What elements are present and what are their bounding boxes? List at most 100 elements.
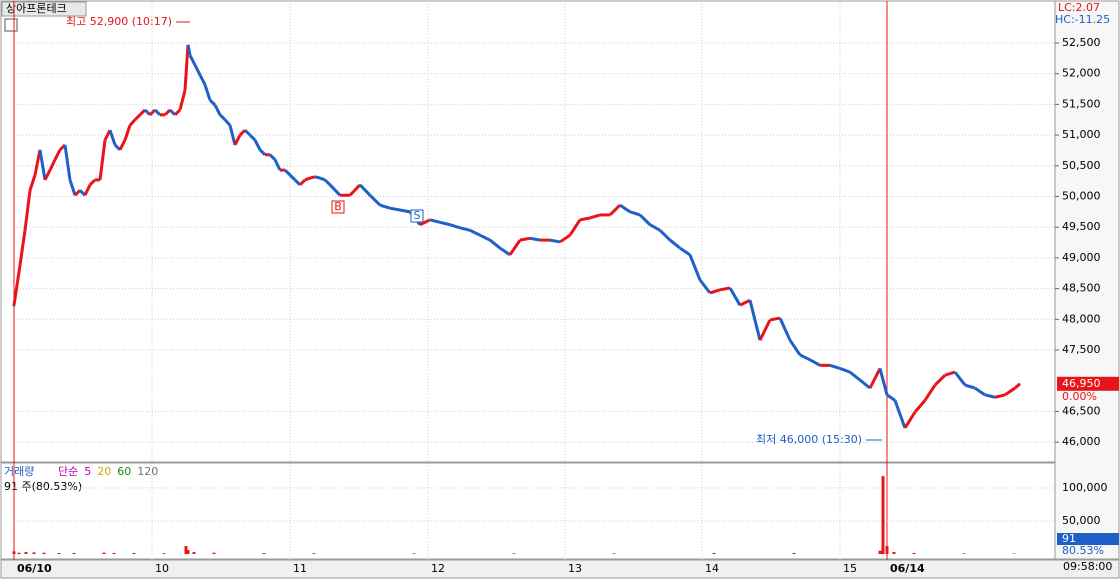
price-segment — [508, 239, 522, 256]
volume-bar — [32, 552, 36, 554]
price-segment — [138, 108, 147, 116]
price-segment — [48, 159, 57, 171]
price-segment — [933, 374, 947, 387]
price-segment — [188, 54, 197, 66]
y-tick-label: 51,500 — [1062, 97, 1101, 110]
price-segment — [268, 153, 277, 161]
price-segment — [186, 44, 192, 56]
price-segment — [589, 213, 601, 220]
x-tick-label: 06/14 — [890, 562, 925, 575]
price-segment — [669, 238, 681, 250]
x-axis — [0, 559, 1120, 579]
price-segment — [153, 108, 162, 116]
x-tick-label: 11 — [293, 562, 307, 575]
signal-label: B — [334, 200, 342, 213]
price-segment — [839, 367, 851, 374]
price-segment — [33, 149, 42, 176]
price-segment — [489, 238, 501, 250]
menu-icon[interactable] — [4, 18, 18, 32]
volume-bar — [132, 553, 136, 554]
price-segment — [499, 246, 511, 257]
price-segment — [1014, 382, 1021, 390]
annotation: 최저 46,000 (15:30) — [756, 433, 862, 446]
price-segment — [964, 383, 976, 390]
y-tick-label: 100,000 — [1062, 481, 1108, 494]
price-segment — [549, 238, 561, 244]
price-segment — [429, 218, 441, 224]
last-price-box — [1057, 376, 1119, 391]
volume-bar — [792, 553, 796, 554]
price-segment — [829, 363, 841, 370]
price-segment — [748, 299, 762, 341]
price-segment — [304, 176, 311, 182]
price-segment — [18, 230, 27, 266]
price-segment — [248, 134, 257, 142]
x-tick-label: 13 — [568, 562, 582, 575]
signal-box — [410, 209, 424, 223]
right-axis — [1054, 0, 1120, 560]
price-segment — [243, 129, 252, 137]
price-segment — [994, 393, 1006, 399]
stock-title: 상아프론테크 — [6, 2, 67, 15]
volume-bar — [186, 550, 190, 554]
price-segment — [778, 317, 792, 341]
last-price-label: 46,950 — [1062, 377, 1101, 390]
price-segment — [123, 124, 132, 141]
price-segment — [769, 316, 781, 322]
ma-label: 60 — [117, 465, 131, 478]
price-segment — [868, 367, 882, 389]
last-volume-label: 91 — [1062, 532, 1076, 545]
price-segment — [128, 118, 137, 127]
price-segment — [658, 229, 672, 242]
price-segment — [53, 149, 62, 161]
price-segment — [579, 216, 591, 222]
lc-label: LC:2.07 — [1058, 1, 1100, 14]
y-tick-label: 47,500 — [1062, 343, 1101, 356]
price-segment — [163, 108, 172, 116]
price-segment — [319, 176, 326, 182]
volume-bar — [42, 552, 46, 554]
price-segment — [629, 210, 641, 217]
price-segment — [178, 89, 187, 111]
change-label: 0.00% — [1062, 390, 1097, 403]
price-segment — [193, 64, 202, 76]
price-segment — [283, 169, 292, 177]
volume-bar — [912, 553, 916, 554]
price-segment — [688, 254, 702, 281]
price-segment — [728, 287, 742, 306]
price-segment — [399, 208, 411, 214]
last-volume-box — [1057, 533, 1119, 545]
volume-bar — [881, 476, 885, 554]
price-segment — [238, 129, 247, 137]
price-segment — [328, 183, 342, 197]
price-segment — [368, 194, 382, 207]
price-segment — [168, 108, 177, 116]
price-segment — [223, 118, 232, 127]
price-segment — [974, 386, 986, 397]
volume-bar — [1012, 553, 1016, 554]
price-segment — [649, 223, 661, 232]
price-segment — [293, 178, 302, 186]
price-segment — [923, 384, 937, 402]
annotation: 최고 52,900 (10:17) — [66, 15, 172, 28]
price-segment — [903, 411, 917, 429]
price-segment — [1004, 386, 1016, 397]
y-tick-label: 51,000 — [1062, 128, 1101, 141]
volume-bar — [57, 553, 61, 554]
price-segment — [309, 175, 316, 180]
price-segment — [323, 178, 332, 186]
price-segment — [233, 134, 242, 146]
title-box — [1, 1, 87, 17]
price-segment — [893, 399, 907, 429]
volume-bar — [878, 550, 882, 554]
price-segment — [459, 226, 471, 232]
volume-bar — [412, 553, 416, 554]
price-segment — [479, 233, 491, 242]
price-segment — [419, 218, 431, 227]
volume-ratio: 80.53% — [1062, 544, 1104, 557]
signal-label: S — [414, 209, 421, 222]
volume-bar — [102, 552, 106, 554]
price-segment — [809, 358, 821, 367]
price-segment — [799, 353, 811, 362]
